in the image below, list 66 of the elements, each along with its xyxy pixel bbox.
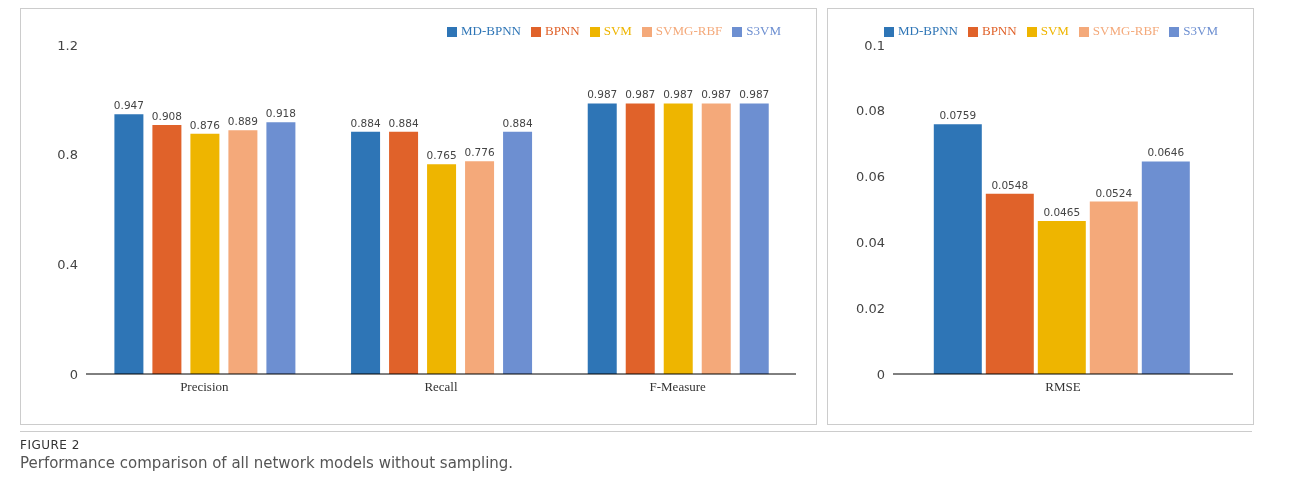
y-tick-label: 0.06	[856, 169, 885, 185]
bar	[739, 103, 769, 374]
data-label: 0.0759	[939, 109, 977, 122]
x-tick-label: RMSE	[1045, 379, 1081, 395]
data-label: 0.987	[587, 88, 618, 101]
y-tick-label: 0	[69, 366, 78, 382]
y-tick-label: 0.08	[856, 103, 885, 119]
legend-label: BPNN	[981, 23, 1017, 38]
bar	[625, 103, 655, 374]
data-label: 0.776	[464, 146, 495, 159]
bar	[1089, 201, 1138, 374]
bar	[663, 103, 693, 374]
legend-label: SVM	[1040, 23, 1069, 38]
data-label: 0.884	[388, 116, 419, 129]
legend-label: S3VM	[746, 23, 781, 38]
data-label: 0.0646	[1147, 146, 1185, 159]
y-tick-label: 0.4	[57, 256, 78, 272]
legend-label: SVMG-RBF	[655, 23, 723, 38]
bar	[114, 114, 144, 374]
bar	[351, 131, 381, 374]
data-label: 0.987	[625, 88, 656, 101]
data-label: 0.908	[151, 110, 182, 123]
text: Performance comparison of all network models without sampling.	[20, 454, 515, 472]
y-tick-label: 0.04	[856, 235, 885, 251]
bar	[1141, 161, 1190, 374]
data-label: 0.987	[701, 88, 732, 101]
data-label: 0.918	[265, 107, 296, 120]
caption: FIGURE 2	[20, 438, 81, 452]
bar	[1037, 221, 1086, 374]
y-tick-label: 1.2	[57, 37, 78, 53]
bar	[190, 133, 220, 374]
bar	[152, 125, 182, 374]
legend-label: MD-BPNN	[898, 23, 958, 38]
y-tick-label: 0.8	[57, 147, 78, 163]
bar	[701, 103, 731, 374]
legend-label: S3VM	[1183, 23, 1218, 38]
bar	[985, 193, 1034, 374]
x-tick-label: Precision	[180, 379, 230, 395]
data-label: 0.884	[502, 116, 533, 129]
legend-label: SVM	[603, 23, 632, 38]
data-label: 0.765	[426, 149, 457, 162]
x-tick-label: Recall	[424, 379, 458, 395]
y-tick-label: 0.1	[864, 37, 885, 53]
bar	[389, 131, 419, 374]
legend-label: BPNN	[544, 23, 580, 38]
y-tick-label: 0	[876, 366, 885, 382]
data-label: 0.0524	[1095, 186, 1133, 199]
data-label: 0.0465	[1043, 206, 1081, 219]
data-label: 0.947	[113, 99, 144, 112]
bar	[933, 124, 982, 374]
data-label: 0.876	[189, 118, 221, 131]
data-label: 0.987	[663, 88, 694, 101]
bar	[228, 130, 258, 374]
y-tick-label: 0.02	[856, 300, 885, 316]
data-label: 0.0548	[991, 178, 1029, 191]
bar	[427, 164, 457, 374]
bar	[465, 161, 495, 374]
bar	[266, 122, 296, 374]
data-label: 0.987	[739, 88, 770, 101]
bar	[503, 131, 533, 374]
x-tick-label: F-Measure	[649, 379, 707, 395]
data-label: 0.884	[350, 116, 381, 129]
data-label: 0.889	[227, 115, 258, 128]
legend-label: SVMG-RBF	[1092, 23, 1160, 38]
bar	[587, 103, 617, 374]
legend-label: MD-BPNN	[461, 23, 521, 38]
